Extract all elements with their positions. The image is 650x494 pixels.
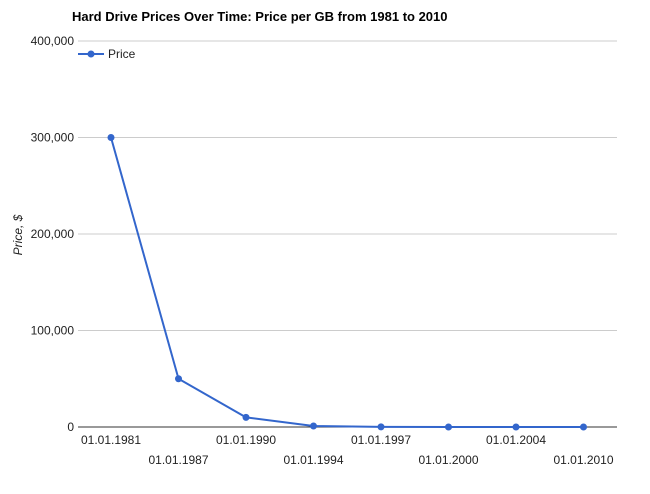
data-point-price[interactable]	[580, 423, 587, 431]
data-point-price[interactable]	[377, 423, 385, 431]
x-tick-label: 01.01.1990	[216, 433, 276, 447]
data-point-price[interactable]	[445, 423, 452, 431]
legend-label-price: Price	[108, 47, 136, 61]
y-tick-label: 400,000	[31, 34, 75, 48]
data-point-price[interactable]	[310, 422, 317, 430]
data-point-price[interactable]	[175, 375, 182, 383]
x-tick-label: 01.01.2004	[486, 433, 546, 447]
x-axis-ticks: 01.01.1981 01.01.1987 01.01.1990 01.01.1994…	[81, 433, 614, 467]
y-tick-label: 100,000	[31, 324, 75, 338]
y-axis-label: Price, $	[11, 214, 25, 255]
y-tick-label: 200,000	[31, 227, 75, 241]
grid-lines	[78, 40, 617, 331]
x-tick-label: 01.01.1997	[351, 433, 411, 447]
y-axis-ticks: 0 100,000 200,000 300,000 400,000	[31, 34, 75, 434]
legend[interactable]: Price	[78, 47, 136, 61]
data-point-price[interactable]	[107, 134, 115, 141]
x-tick-label: 01.01.1994	[283, 453, 343, 467]
x-tick-label: 01.01.1987	[148, 453, 208, 467]
y-tick-label: 300,000	[31, 131, 75, 145]
data-point-price[interactable]	[242, 413, 250, 421]
series-layer	[107, 134, 587, 431]
data-point-price[interactable]	[512, 423, 520, 431]
series-line-price	[110, 137, 584, 428]
x-tick-label: 01.01.2000	[418, 453, 478, 467]
legend-dot-marker	[87, 50, 95, 58]
x-tick-label: 01.01.2010	[553, 453, 613, 467]
chart-title: Hard Drive Prices Over Time: Price per G…	[72, 9, 448, 24]
y-tick-label: 0	[67, 420, 74, 434]
x-tick-label: 01.01.1981	[81, 433, 141, 447]
